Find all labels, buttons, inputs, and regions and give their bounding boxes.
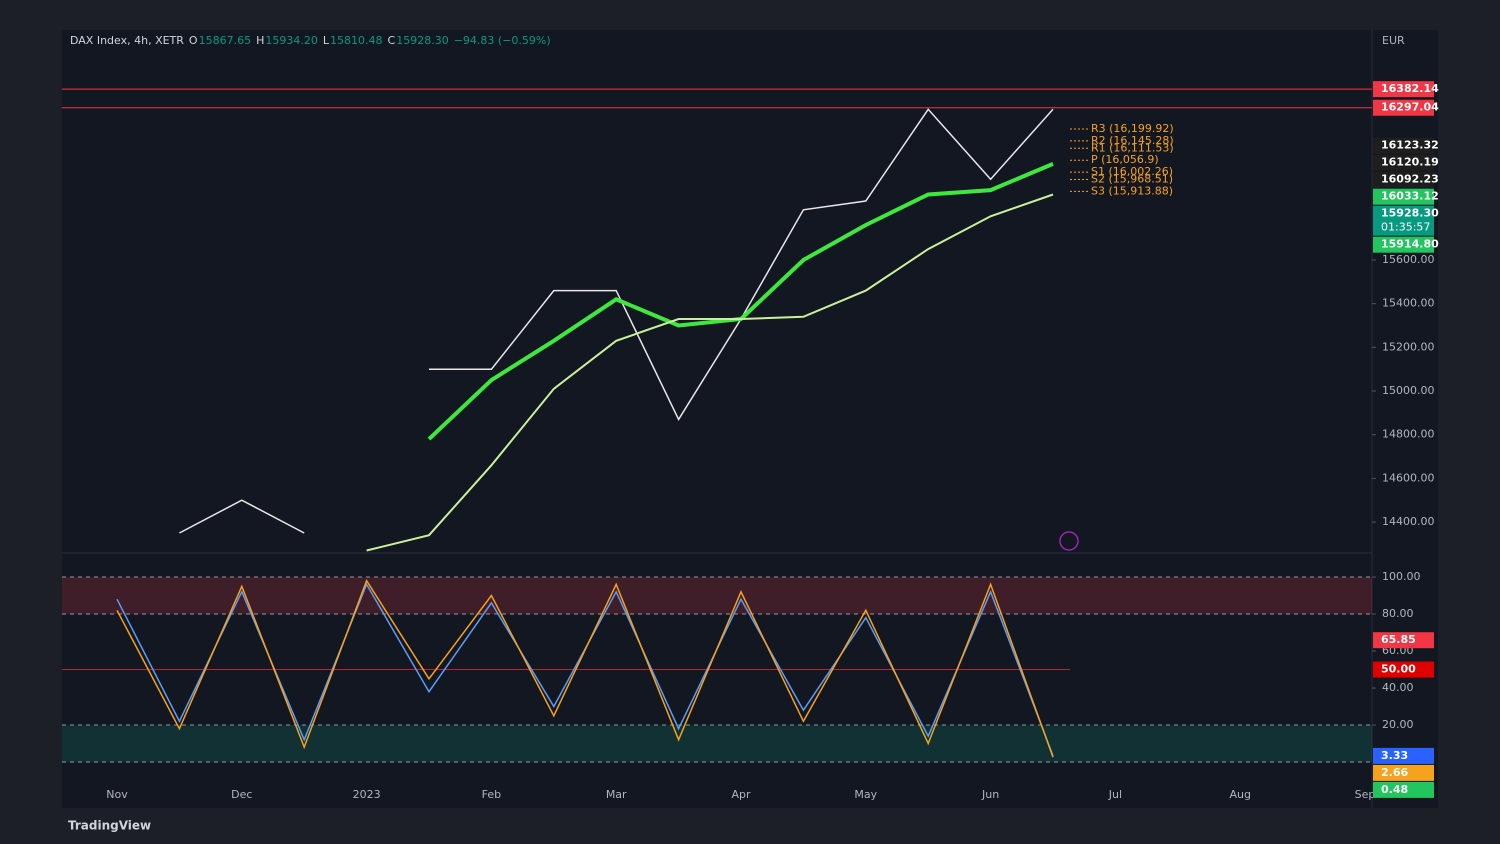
price-label-bg [1373,171,1434,188]
price-label-bg [1373,205,1434,222]
series-line [366,193,1054,552]
x-tick-label: Mar [606,788,627,801]
pivot-label: S3 (15,913.88) [1091,184,1173,197]
price-label: 15914.80 [1381,238,1439,251]
price-label: 16297.04 [1381,101,1439,114]
countdown-bg [1373,219,1434,236]
price-label-bg [1373,747,1434,764]
y-tick-label: 15000.00 [1382,384,1435,397]
x-tick-label: Feb [482,788,501,801]
x-tick-label: Apr [731,788,751,801]
pivot-label: P (16,056.9) [1091,153,1159,166]
y-tick-label: 40.00 [1382,681,1414,694]
y-tick-label: 15400.00 [1382,297,1435,310]
y-tick-label: 14800.00 [1382,428,1435,441]
x-tick-label: May [854,788,877,801]
price-label-bg [1373,188,1434,205]
currency: EUR [1382,34,1405,47]
x-tick-label: Nov [106,788,128,801]
x-tick-label: Jun [981,788,999,801]
price-label-bg [1373,781,1434,798]
ohlc-key: C [388,34,396,47]
ohlc-key: H [256,34,264,47]
pivot-label: S1 (16,002.26) [1091,165,1173,178]
countdown: 01:35:57 [1381,221,1430,234]
price-label-bg [1373,764,1434,781]
y-tick-label: 14600.00 [1382,471,1435,484]
y-tick-label: 20.00 [1382,718,1414,731]
ohlc-key: L [323,34,330,47]
price-label-bg [1373,81,1434,98]
pivot-label: S2 (15,968.51) [1091,172,1173,185]
price-label-bg [1373,154,1434,171]
price-label: 16092.23 [1381,173,1439,186]
x-tick-label: Sep [1355,788,1376,801]
chart-panel [62,30,1438,808]
x-tick-label: Jul [1108,788,1122,801]
price-label-bg [1373,632,1434,649]
alert-icon[interactable] [1059,531,1079,551]
price-label: 16033.12 [1381,190,1439,203]
price-label-bg [1373,661,1434,678]
price-label: 2.66 [1381,766,1408,779]
series-line [116,579,1054,758]
pivot-label: R1 (16,111.53) [1091,141,1174,154]
band [62,725,1372,763]
ohlc-key: O [189,34,198,47]
price-label: 16120.19 [1381,156,1439,169]
symbol: DAX Index, 4h, XETR [70,34,184,47]
y-tick-label: 80.00 [1382,607,1414,620]
price-label: 65.85 [1381,633,1416,646]
ohlc-value: 15867.65 [199,34,252,47]
band [62,577,1372,615]
price-label-bg [1373,236,1434,253]
price-label: 3.33 [1381,749,1408,762]
brand: TradingView [68,819,151,833]
price-label-bg [1373,137,1434,154]
x-tick-label: Dec [231,788,252,801]
pivot-label: R3 (16,199.92) [1091,122,1174,135]
y-tick-label: 15200.00 [1382,340,1435,353]
y-tick-label: 15600.00 [1382,253,1435,266]
price-label: 16382.14 [1381,82,1439,95]
price-label: 16123.32 [1381,139,1439,152]
y-tick-label: 100.00 [1382,570,1421,583]
change: −94.83 (−0.59%) [454,34,551,47]
ohlc-value: 15928.30 [396,34,449,47]
x-tick-label: Aug [1229,788,1250,801]
x-tick-label: 2023 [353,788,381,801]
price-label: 15928.30 [1381,207,1439,220]
ohlc-value: 15934.20 [265,34,318,47]
y-tick-label: 14400.00 [1382,515,1435,528]
price-label: 0.48 [1381,783,1408,796]
pivot-label: R2 (16,145.28) [1091,134,1174,147]
price-label-bg [1373,99,1434,116]
price-label: 50.00 [1381,663,1416,676]
ohlc-value: 15810.48 [330,34,383,47]
